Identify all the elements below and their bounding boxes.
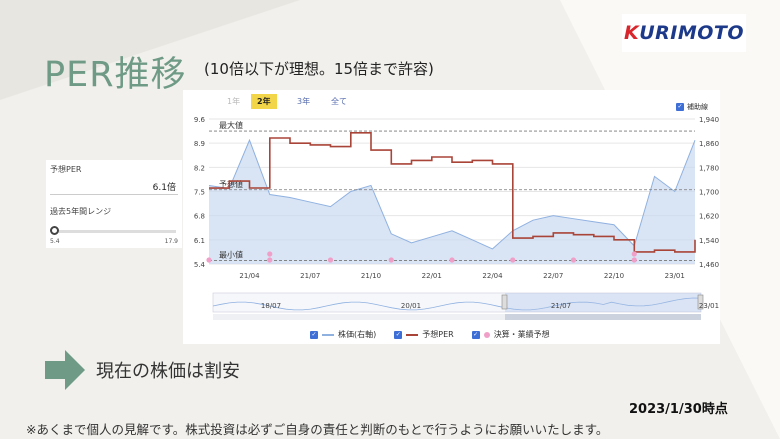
legend-item-per[interactable]: ✓ 予想PER bbox=[394, 329, 454, 340]
kurimoto-logo: K URIMOTO bbox=[622, 14, 746, 52]
per-side-panel: 予想PER 6.1倍 過去5年間レンジ 5.4 17.9 bbox=[46, 160, 182, 248]
y-right-tick-label: 1,700 bbox=[699, 189, 719, 197]
checkbox-icon[interactable]: ✓ bbox=[310, 330, 318, 339]
x-tick-label: 22/07 bbox=[543, 272, 563, 280]
y-left-tick-label: 6.1 bbox=[194, 237, 205, 245]
valuation-statement: 現在の株価は割安 bbox=[96, 361, 240, 382]
event-dot bbox=[570, 257, 577, 263]
y-right-tick-label: 1,780 bbox=[699, 164, 719, 172]
navigator-tick-label: 23/01 bbox=[699, 302, 719, 310]
range-marker bbox=[50, 226, 59, 235]
as-of-date: 2023/1/30時点 bbox=[629, 402, 728, 417]
y-left-tick-label: 5.4 bbox=[194, 261, 206, 269]
event-dot bbox=[206, 257, 212, 263]
x-tick-label: 21/04 bbox=[239, 272, 260, 280]
reference-line-label: 最大値 bbox=[219, 120, 243, 130]
page-title: PER推移 bbox=[44, 55, 187, 95]
y-left-tick-label: 6.8 bbox=[194, 213, 205, 221]
event-dot bbox=[510, 257, 516, 263]
chart-container: 1年 2年 3年 全て ✓ 補助線 9.6 8.9 8.2 7.5 6.8 6.1 5.4 1… bbox=[183, 90, 720, 344]
reference-line-label: 予想値 bbox=[219, 179, 243, 189]
forecast-per-label: 予想PER bbox=[50, 165, 82, 174]
reference-line-label: 最小値 bbox=[219, 250, 243, 260]
range-min: 5.4 bbox=[50, 238, 60, 245]
navigator-line bbox=[212, 297, 702, 311]
y-right-tick-label: 1,620 bbox=[699, 213, 719, 221]
navigator-tick-label: 21/07 bbox=[551, 302, 571, 310]
navigator-scrollbar bbox=[213, 314, 701, 320]
tab-2-years[interactable]: 2年 bbox=[251, 94, 277, 109]
event-dot bbox=[449, 257, 455, 263]
aux-lines-toggle[interactable]: ✓ 補助線 bbox=[676, 102, 708, 112]
event-dot bbox=[327, 257, 334, 263]
x-tick-label: 21/10 bbox=[361, 272, 381, 280]
legend-line-swatch bbox=[322, 333, 334, 336]
navigator-scroll-thumb bbox=[505, 314, 701, 320]
checkbox-icon[interactable]: ✓ bbox=[676, 103, 684, 111]
y-right-tick-label: 1,860 bbox=[699, 140, 719, 148]
x-tick-label: 21/07 bbox=[300, 272, 320, 280]
legend-dot-swatch bbox=[483, 331, 490, 338]
legend-label-per: 予想PER bbox=[422, 330, 454, 339]
legend-item-price[interactable]: ✓ 株価(右軸) bbox=[310, 329, 376, 340]
y-left-tick-label: 7.5 bbox=[194, 189, 205, 197]
navigator-tick-label: 20/01 bbox=[401, 302, 421, 310]
y-right-tick-label: 1,540 bbox=[699, 237, 719, 245]
event-dot bbox=[267, 257, 273, 263]
x-tick-label: 23/01 bbox=[665, 272, 685, 280]
legend-label-price: 株価(右軸) bbox=[338, 330, 377, 339]
tab-all[interactable]: 全て bbox=[331, 97, 347, 106]
checkbox-icon[interactable]: ✓ bbox=[394, 330, 403, 339]
navigator-tick-label: 18/07 bbox=[261, 302, 281, 310]
y-right-tick-label: 1,940 bbox=[699, 116, 719, 124]
price-line bbox=[208, 138, 696, 250]
page-subtitle: (10倍以下が理想。15倍まで許容) bbox=[204, 60, 434, 78]
panel-divider bbox=[50, 194, 178, 195]
logo-letter-k: K bbox=[623, 22, 640, 44]
range-track bbox=[54, 230, 176, 233]
event-dot bbox=[267, 251, 273, 257]
legend-item-events[interactable]: ✓ 決算・業績予想 bbox=[471, 329, 550, 340]
tab-3-years[interactable]: 3年 bbox=[297, 97, 311, 106]
navigator-selection bbox=[505, 293, 701, 312]
range-label: 過去5年間レンジ bbox=[50, 207, 112, 216]
forecast-per-value: 6.1倍 bbox=[152, 183, 176, 193]
per-line bbox=[209, 132, 696, 253]
navigator-handle bbox=[697, 294, 704, 310]
event-dot bbox=[631, 251, 637, 257]
event-dot bbox=[631, 257, 637, 263]
legend-label-events: 決算・業績予想 bbox=[493, 330, 550, 339]
y-left-tick-label: 8.2 bbox=[194, 164, 205, 172]
disclaimer-text: ※あくまで個人の見解です。株式投資は必ずご自身の責任と判断のもとで行うようにお願… bbox=[26, 422, 609, 437]
navigator-handle bbox=[501, 294, 508, 310]
logo-letters: URIMOTO bbox=[639, 22, 745, 44]
y-right-tick-label: 1,460 bbox=[699, 261, 719, 269]
checkbox-icon[interactable]: ✓ bbox=[471, 330, 480, 339]
per-chart: 9.6 8.9 8.2 7.5 6.8 6.1 5.4 1,940 1,860 1,780 1,70… bbox=[194, 116, 719, 320]
tab-1-year[interactable]: 1年 bbox=[227, 97, 241, 106]
legend-line-swatch bbox=[406, 333, 419, 336]
range-max: 17.9 bbox=[164, 238, 178, 245]
x-tick-label: 22/10 bbox=[604, 272, 624, 280]
y-left-tick-label: 9.6 bbox=[194, 116, 206, 124]
chart-legend: ✓ 株価(右軸) ✓ 予想PER ✓ 決算・業績予想 bbox=[310, 329, 550, 340]
x-tick-label: 22/01 bbox=[422, 272, 442, 280]
x-tick-label: 22/04 bbox=[482, 272, 503, 280]
event-dot bbox=[388, 257, 394, 263]
arrow-right-icon bbox=[45, 350, 85, 390]
aux-lines-label: 補助線 bbox=[687, 103, 708, 111]
y-left-tick-label: 8.9 bbox=[194, 140, 205, 148]
